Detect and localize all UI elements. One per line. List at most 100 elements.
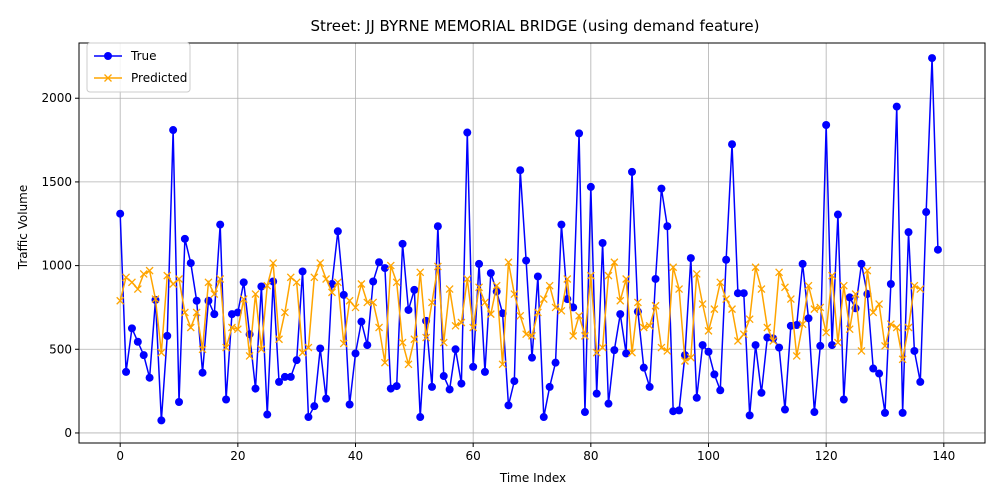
data-point-true [710,370,719,379]
data-point-true [639,363,648,372]
data-point-true [498,309,507,318]
data-point-predicted [663,346,672,355]
data-point-true [616,310,625,319]
series-true [116,54,942,425]
data-point-predicted [775,268,784,277]
plot-frame [78,42,986,444]
data-point-predicted [816,303,825,312]
data-point-predicted [863,266,872,275]
data-point-predicted [698,300,707,309]
data-point-predicted [616,296,625,305]
data-point-predicted [351,303,360,312]
data-point-true [857,259,866,268]
data-point-predicted [657,343,666,352]
data-point-predicted [375,323,383,332]
data-point-true [828,341,837,350]
legend-entries: True Predicted [94,49,187,85]
data-point-predicted [410,335,419,344]
data-point-true [810,408,819,417]
series-predicted [116,258,925,369]
data-point-predicted [704,326,713,335]
y-tick-label: 0 [64,426,72,440]
data-point-predicted [586,271,595,280]
data-point-predicted [380,358,389,367]
data-point-predicted [463,275,472,283]
data-point-true [175,397,184,406]
data-point-true [180,234,189,243]
data-point-predicted [280,308,289,317]
data-point-predicted [422,333,431,342]
y-tick-label: 1000 [41,259,72,273]
data-point-predicted [145,266,154,275]
data-point-predicted [798,320,807,329]
data-point-predicted [580,331,589,340]
data-point-predicted [392,278,401,287]
data-point-true [392,382,401,391]
data-point-true [516,166,525,175]
data-point-true [186,259,195,268]
data-point-true [275,377,284,386]
data-point-predicted [733,336,742,345]
y-tick-label: 500 [49,342,72,356]
data-point-true [157,416,166,425]
data-point-true [398,239,407,248]
data-point-predicted [186,323,195,332]
x-axis-label: Time Index [499,471,566,485]
data-point-predicted [916,285,925,293]
data-point-true [239,278,248,287]
data-point-predicted [898,355,907,364]
data-point-true [122,367,131,376]
data-point-true [210,310,219,319]
data-point-predicted [310,273,319,282]
data-point-predicted [533,308,542,317]
data-point-true [145,373,154,382]
data-point-predicted [369,298,378,307]
data-point-true [586,182,595,191]
data-point-true [222,395,231,404]
data-point-true [628,167,637,176]
data-point-true [580,408,589,417]
chart-title: Street: JJ BYRNE MEMORIAL BRIDGE (using … [311,17,760,35]
data-point-true [339,290,348,299]
data-point-predicted [492,281,501,290]
data-point-true [345,400,354,409]
data-point-predicted [416,268,425,277]
data-point-predicted [857,346,866,355]
x-tick-label: 40 [348,449,363,463]
data-point-predicted [786,295,795,304]
data-point-predicted [875,300,884,309]
data-point-true [304,413,313,422]
data-point-predicted [133,285,142,293]
data-point-predicted [728,305,736,314]
data-point-true [469,362,478,371]
data-point-true [904,228,913,237]
data-point-true [116,209,125,218]
data-point-true [133,337,142,346]
data-point-true [722,255,731,264]
legend-label: True [130,49,157,63]
data-point-predicted [451,321,460,330]
data-point-predicted [116,296,125,305]
data-point-predicted [639,323,648,332]
data-point-predicted [892,323,901,332]
data-point-predicted [316,259,325,268]
data-point-true [510,377,519,386]
data-point-predicted [528,331,536,340]
y-axis-label: Traffic Volume [16,185,30,271]
data-point-true [216,220,225,229]
data-point-predicted [475,283,484,292]
data-point-true [169,126,178,135]
data-point-true [410,285,419,294]
legend: True Predicted [86,42,191,93]
data-point-true [504,401,513,410]
legend-swatch-marker [104,74,112,82]
data-point-predicted [828,271,836,280]
data-point-true [645,382,654,391]
data-point-true [263,410,272,419]
data-point-predicted [622,275,631,283]
data-point-true [845,293,854,302]
data-point-predicted [557,306,566,315]
data-point-predicted [810,305,819,314]
x-tick-label: 140 [932,449,955,463]
